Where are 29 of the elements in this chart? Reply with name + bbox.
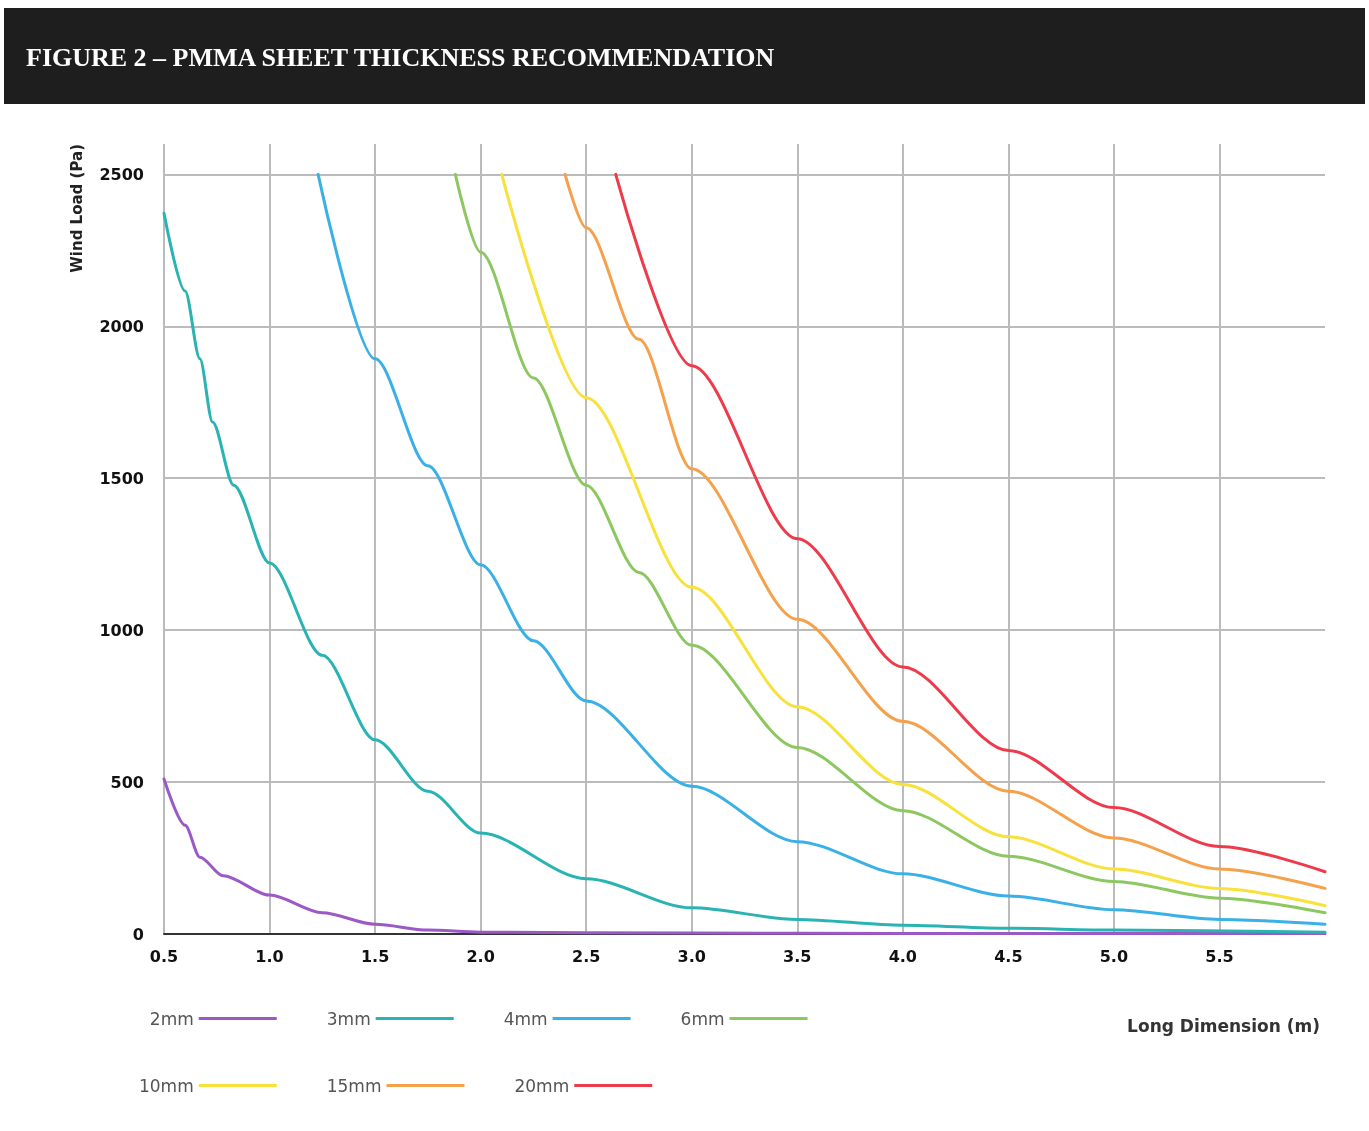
y-tick-label: 1500 <box>99 468 144 488</box>
x-tick-label: 4.0 <box>888 946 917 966</box>
x-tick-label: 2.0 <box>466 946 495 966</box>
legend-label: 6mm <box>680 1008 725 1029</box>
y-tick-label: 0 <box>132 924 144 944</box>
x-tick-label: 1.0 <box>255 946 284 966</box>
chart-title: FIGURE 2 – PMMA SHEET THICKNESS RECOMMENDATION <box>4 8 1365 104</box>
line-series <box>162 777 1327 935</box>
y-axis-title: Wind Load (Pa) <box>67 144 86 273</box>
x-tick-label: 4.5 <box>994 946 1023 966</box>
x-tick-label: 5.0 <box>1099 946 1129 966</box>
legend-label: 4mm <box>503 1008 548 1029</box>
legend-label: 20mm <box>514 1075 570 1096</box>
y-tick-label: 500 <box>110 772 144 792</box>
y-tick-label: 1000 <box>99 620 144 640</box>
x-tick-label: 3.0 <box>677 946 706 966</box>
x-tick-label: 2.5 <box>572 946 601 966</box>
line-series <box>162 211 1327 934</box>
x-tick-label: 1.5 <box>360 946 390 966</box>
x-tick-label: 3.5 <box>783 946 812 966</box>
legend-label: 10mm <box>138 1075 194 1096</box>
legend-label: 2mm <box>149 1008 194 1029</box>
x-axis-title: Long Dimension (m) <box>1127 1015 1321 1036</box>
y-tick-label: 2000 <box>99 316 144 336</box>
x-tick-label: 0.5 <box>149 946 179 966</box>
legend-label: 15mm <box>326 1075 382 1096</box>
x-tick-label: 5.5 <box>1205 946 1234 966</box>
y-tick-label: 2500 <box>99 164 144 184</box>
legend-label: 3mm <box>326 1008 371 1029</box>
